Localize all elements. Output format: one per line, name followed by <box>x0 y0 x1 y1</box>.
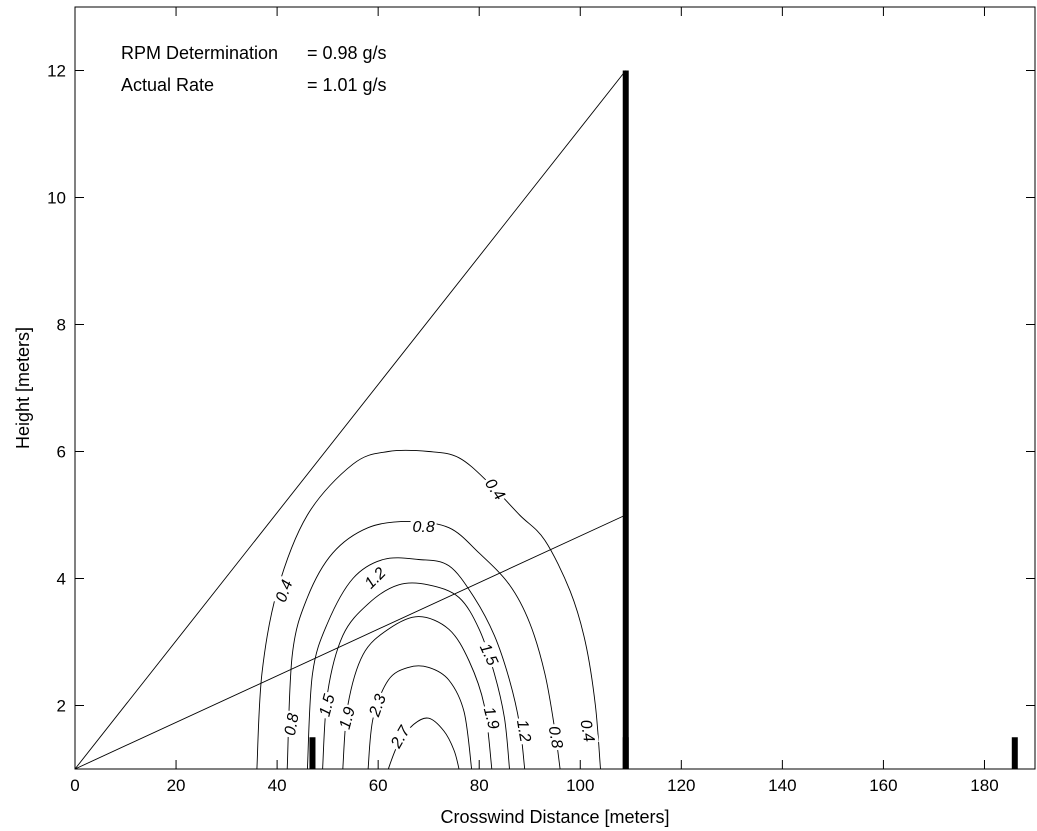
x-tick-label: 40 <box>268 776 287 795</box>
annotation-line2-label: Actual Rate <box>121 75 214 95</box>
x-tick-label: 140 <box>768 776 796 795</box>
contour-label-bg <box>334 703 360 734</box>
y-tick-label: 10 <box>47 189 66 208</box>
ticks-layer: 0 20 40 60 80 100 120 140 160 180 2 4 6 8 10 12 <box>47 7 1035 795</box>
contour-line-1.2 <box>306 557 526 770</box>
contour-label-bg <box>385 721 416 754</box>
y-tick-label: 2 <box>57 697 66 716</box>
contour-label: 0.8 <box>412 519 434 536</box>
contour-label: 1.9 <box>480 705 502 731</box>
y-tick-label: 6 <box>57 443 66 462</box>
x-tick-label: 0 <box>70 776 79 795</box>
contour-label-bg <box>512 716 536 746</box>
contour-label-bg <box>478 703 504 734</box>
beam-line-1 <box>74 70 627 770</box>
x-tick-label: 180 <box>970 776 998 795</box>
contour-label-bg <box>314 690 340 721</box>
contour-label-bg <box>280 709 304 739</box>
annotation-line2-value: = 1.01 g/s <box>307 75 387 95</box>
towers-layer <box>309 70 1018 769</box>
beam-line-2 <box>74 514 626 770</box>
contour-label: 0.8 <box>282 712 303 737</box>
contour-label: 1.9 <box>337 705 359 731</box>
annotation-line1-label: RPM Determination <box>121 43 278 63</box>
y-tick-label: 4 <box>57 570 66 589</box>
x-tick-label: 80 <box>470 776 489 795</box>
x-tick-label: 20 <box>167 776 186 795</box>
x-tick-label: 60 <box>369 776 388 795</box>
contour-label-bg <box>575 716 599 746</box>
contour-label: 2.3 <box>366 692 390 720</box>
contour-line-1.5 <box>322 582 510 770</box>
contour-label-bg <box>474 638 503 671</box>
contour-label: 0.8 <box>545 725 566 750</box>
x-axis-label: Crosswind Distance [meters] <box>440 807 669 827</box>
contour-label-bg <box>359 562 392 595</box>
contour-label: 0.4 <box>273 578 297 605</box>
contour-label: 1.2 <box>513 718 534 743</box>
contour-label-bg <box>479 473 511 506</box>
contour-label-bg <box>543 722 568 752</box>
contour-label-bg <box>364 689 392 721</box>
x-tick-label: 120 <box>667 776 695 795</box>
y-tick-label: 12 <box>47 62 66 81</box>
contour-label: 1.5 <box>317 692 339 718</box>
y-axis-label: Height [meters] <box>13 327 33 449</box>
x-tick-label: 160 <box>869 776 897 795</box>
contour-line-1.9 <box>342 616 493 770</box>
beam-lines-layer <box>74 70 627 770</box>
contour-label-bg <box>410 517 437 537</box>
contour-line-0.8 <box>286 520 561 770</box>
plot-frame <box>74 6 1036 770</box>
contour-label: 0.4 <box>576 718 597 743</box>
contour-label-bg <box>270 575 298 607</box>
annotation-line1-value: = 0.98 g/s <box>307 43 387 63</box>
x-tick-label: 100 <box>566 776 594 795</box>
y-tick-label: 8 <box>57 316 66 335</box>
